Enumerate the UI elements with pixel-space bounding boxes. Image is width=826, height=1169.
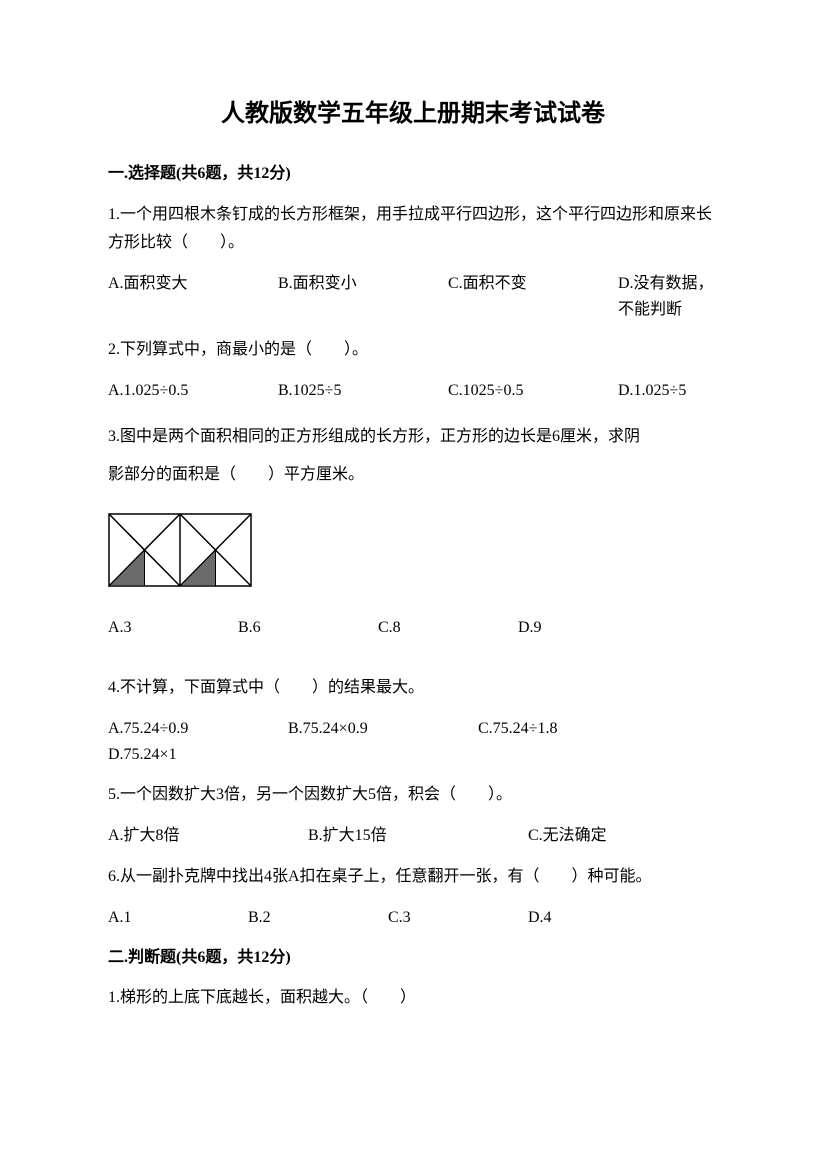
q3-opt-a: A.3 [108, 615, 238, 641]
q6-opt-c: C.3 [388, 905, 528, 931]
q3-text-line1: 3.图中是两个面积相同的正方形组成的长方形，正方形的边长是6厘米，求阴 [108, 428, 640, 445]
s2-q1-text: 1.梯形的上底下底越长，面积越大。（ ） [108, 984, 718, 1012]
q4-text: 4.不计算，下面算式中（ ）的结果最大。 [108, 674, 718, 702]
q6-opt-b: B.2 [248, 905, 388, 931]
q2-opt-a: A.1.025÷0.5 [108, 378, 278, 404]
q4-opt-a: A.75.24÷0.9 [108, 716, 288, 742]
q3-text: 3.图中是两个面积相同的正方形组成的长方形，正方形的边长是6厘米，求阴 影部分的… [108, 418, 718, 495]
q1-options: A.面积变大 B.面积变小 C.面积不变 D.没有数据，不能判断 [108, 271, 718, 322]
q5-opt-b: B.扩大15倍 [308, 823, 528, 849]
q4-opt-b: B.75.24×0.9 [288, 716, 478, 742]
q3-opt-c: C.8 [378, 615, 518, 641]
q5-opt-c: C.无法确定 [528, 823, 718, 849]
q1-opt-a: A.面积变大 [108, 271, 278, 322]
section-2-heading: 二.判断题(共6题，共12分) [108, 945, 718, 971]
q6-opt-d: D.4 [528, 905, 718, 931]
q2-opt-d: D.1.025÷5 [618, 378, 718, 404]
q1-opt-d: D.没有数据，不能判断 [618, 271, 718, 322]
q3-opt-b: B.6 [238, 615, 378, 641]
q5-opt-a: A.扩大8倍 [108, 823, 308, 849]
q2-opt-c: C.1025÷0.5 [448, 378, 618, 404]
q2-options: A.1.025÷0.5 B.1025÷5 C.1025÷0.5 D.1.025÷… [108, 378, 718, 404]
section-1-heading: 一.选择题(共6题，共12分) [108, 161, 718, 187]
q2-text: 2.下列算式中，商最小的是（ ）。 [108, 336, 718, 364]
q4-opt-c: C.75.24÷1.8 [478, 716, 658, 742]
q1-opt-b: B.面积变小 [278, 271, 448, 322]
q4-options: A.75.24÷0.9 B.75.24×0.9 C.75.24÷1.8 D.75… [108, 716, 718, 767]
q6-opt-a: A.1 [108, 905, 248, 931]
q4-opt-d: D.75.24×1 [108, 742, 718, 768]
q3-opt-d: D.9 [518, 615, 718, 641]
q3-text-line2: 影部分的面积是（ ）平方厘米。 [108, 466, 364, 483]
q1-text: 1.一个用四根木条钉成的长方形框架，用手拉成平行四边形，这个平行四边形和原来长方… [108, 201, 718, 257]
rectangle-diagram [108, 513, 252, 587]
q6-text: 6.从一副扑克牌中找出4张A扣在桌子上，任意翻开一张，有（ ）种可能。 [108, 863, 718, 891]
q3-options: A.3 B.6 C.8 D.9 [108, 615, 718, 641]
q6-options: A.1 B.2 C.3 D.4 [108, 905, 718, 931]
q5-options: A.扩大8倍 B.扩大15倍 C.无法确定 [108, 823, 718, 849]
q1-opt-c: C.面积不变 [448, 271, 618, 322]
exam-title: 人教版数学五年级上册期末考试试卷 [108, 95, 718, 133]
q5-text: 5.一个因数扩大3倍，另一个因数扩大5倍，积会（ ）。 [108, 781, 718, 809]
q3-figure [108, 513, 718, 587]
q2-opt-b: B.1025÷5 [278, 378, 448, 404]
